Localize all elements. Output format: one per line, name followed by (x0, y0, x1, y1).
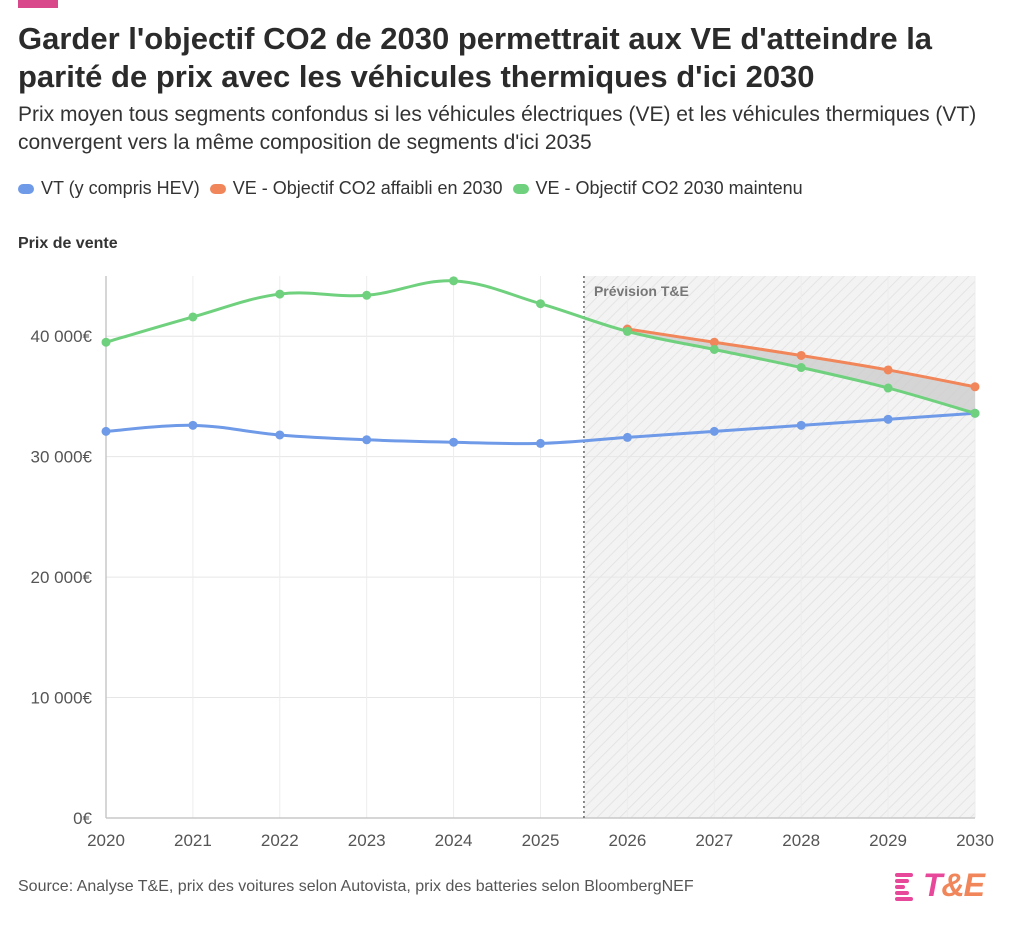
x-tick-label: 2022 (261, 831, 299, 850)
x-tick-label: 2030 (956, 831, 994, 850)
x-tick-label: 2024 (435, 831, 473, 850)
data-point-ve-kept (362, 290, 372, 300)
x-tick-label: 2026 (608, 831, 646, 850)
legend-swatch-ve-weak (209, 183, 226, 194)
data-point-ve-kept (883, 383, 893, 393)
y-tick-label: 40 000€ (31, 327, 93, 346)
legend: VT (y compris HEV) VE - Objectif CO2 aff… (18, 178, 813, 199)
x-tick-label: 2023 (348, 831, 386, 850)
data-point-ve-kept (970, 408, 980, 418)
legend-swatch-ve-kept (512, 183, 529, 194)
legend-item-vt[interactable]: VT (y compris HEV) (18, 178, 200, 199)
legend-label-vt: VT (y compris HEV) (41, 178, 200, 198)
data-point-ve-kept (101, 337, 111, 347)
te-logo: T&E (895, 865, 985, 905)
legend-item-ve-kept[interactable]: VE - Objectif CO2 2030 maintenu (512, 178, 803, 199)
x-tick-label: 2025 (522, 831, 560, 850)
x-tick-label: 2020 (87, 831, 125, 850)
logo-letters-e: &E (941, 866, 985, 903)
logo-letter-t: T (923, 866, 943, 903)
data-point-vt (709, 426, 719, 436)
scenario-gap-area (627, 328, 975, 414)
y-tick-label: 30 000€ (31, 448, 93, 467)
source-note: Source: Analyse T&E, prix des voitures s… (18, 878, 694, 895)
logo-text: T&E (923, 866, 985, 904)
data-point-vt (275, 430, 285, 440)
y-tick-label: 0€ (73, 809, 92, 828)
data-point-ve-weak (709, 337, 719, 347)
data-point-vt (536, 438, 545, 448)
data-point-ve-kept (622, 326, 632, 336)
data-point-vt (622, 432, 632, 442)
data-point-vt (883, 414, 893, 424)
x-tick-label: 2029 (869, 831, 907, 850)
x-tick-label: 2028 (782, 831, 820, 850)
x-tick-label: 2021 (174, 831, 212, 850)
data-point-ve-kept (449, 276, 459, 286)
data-point-vt (449, 437, 459, 447)
legend-item-ve-weak[interactable]: VE - Objectif CO2 affaibli en 2030 (209, 178, 503, 199)
line-chart: 0€ 10 000€ 20 000€ 30 000€ 40 000€ 2020 2021 20… (31, 276, 994, 850)
data-point-vt (362, 435, 372, 445)
data-point-ve-kept (796, 363, 806, 373)
chart-title: Garder l'objectif CO2 de 2030 permettrai… (18, 21, 933, 94)
forecast-region (583, 276, 975, 818)
data-point-ve-kept (709, 344, 719, 354)
logo-mark-icon (895, 869, 917, 901)
data-point-vt (101, 426, 111, 436)
data-point-ve-kept (188, 312, 198, 322)
data-point-ve-weak (796, 350, 806, 360)
data-point-ve-weak (883, 365, 893, 375)
accent-bar (18, 0, 58, 8)
legend-label-ve-weak: VE - Objectif CO2 affaibli en 2030 (232, 178, 503, 198)
data-point-vt (796, 420, 806, 430)
data-point-ve-kept (536, 299, 545, 309)
x-tick-label: 2027 (695, 831, 733, 850)
forecast-label: Prévision T&E (594, 283, 689, 299)
legend-swatch-vt (18, 183, 34, 194)
chart-subtitle: Prix moyen tous segments confondus si le… (18, 103, 977, 154)
data-point-ve-kept (275, 289, 285, 299)
y-tick-label: 10 000€ (31, 689, 93, 708)
y-axis-title: Prix de vente (18, 235, 118, 252)
legend-label-ve-kept: VE - Objectif CO2 2030 maintenu (535, 178, 803, 198)
data-point-ve-weak (970, 382, 980, 392)
y-tick-label: 20 000€ (31, 568, 93, 587)
data-point-vt (188, 420, 198, 430)
